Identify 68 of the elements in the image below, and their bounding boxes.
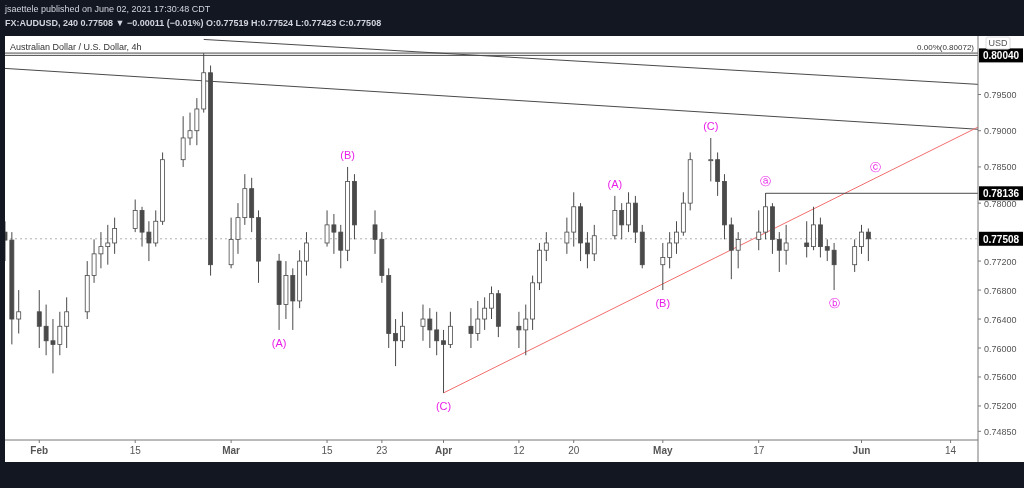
candlestick [400, 311, 405, 349]
annotation: ⓑ [828, 297, 840, 310]
y-tick-label: 0.75200 [984, 401, 1017, 412]
candlestick [489, 285, 494, 320]
chart-subtitle: FX:AUDUSD, 240 0.77508 ▼ −0.00011 (−0.01%) O:0.77519 H:0.77524 L:0.77423 C:0.77508 [5, 18, 382, 28]
candlestick [585, 231, 590, 269]
annotation: (C) [435, 399, 452, 412]
candlestick [543, 231, 549, 262]
annotation: (C) [703, 119, 719, 132]
y-axis-title: USD [988, 38, 1008, 48]
x-tick-label: May [653, 445, 673, 456]
candlestick [441, 329, 446, 394]
x-tick-label: 15 [321, 445, 334, 456]
annotation: (A) [271, 336, 287, 349]
x-tick-label: 20 [568, 445, 580, 456]
candlestick [708, 137, 714, 182]
text: Australian Dollar / U.S. Dollar, 4h [10, 42, 142, 52]
candlestick [482, 296, 488, 331]
annotation: ⓒ [869, 160, 881, 173]
candlestick [804, 220, 810, 258]
ref-line-label: 0.00%(0.80072) [917, 43, 975, 53]
candlestick [112, 217, 118, 255]
candlestick [447, 311, 453, 349]
y-tick-label: 0.78500 [984, 162, 1017, 173]
x-tick-label: Mar [222, 445, 241, 456]
candlestick [859, 224, 864, 255]
candlestick [818, 217, 823, 258]
x-tick-label: Feb [30, 445, 49, 456]
candlestick [756, 209, 762, 251]
x-tick-label: 15 [129, 445, 142, 456]
candlestick [591, 224, 597, 262]
candlestick [674, 220, 679, 255]
y-tick-label: 0.79000 [984, 126, 1017, 137]
x-tick-label: Apr [434, 445, 453, 456]
x-tick-label: 17 [753, 445, 765, 456]
x-tick-label: Jun [852, 445, 871, 456]
candlestick [304, 231, 309, 277]
candlestick [735, 231, 741, 269]
candlestick [393, 318, 398, 367]
y-tick-label: 0.77200 [984, 256, 1017, 267]
candlestick [811, 206, 816, 251]
x-tick-label: 14 [945, 445, 957, 456]
annotation: (B) [655, 297, 671, 310]
x-tick-label: 23 [376, 445, 388, 456]
annotation: 0.78136 [982, 188, 1020, 200]
candlestick [626, 191, 631, 233]
y-tick-label: 0.76400 [984, 314, 1017, 325]
annotation: ⓐ [760, 175, 772, 188]
x-tick-label: 12 [513, 445, 525, 456]
candlestick [715, 151, 721, 197]
candlestick [619, 202, 625, 240]
candlestick [64, 296, 70, 349]
annotation: (B) [340, 148, 355, 161]
y-tick-label: 0.76800 [984, 285, 1017, 296]
candlestick [852, 238, 858, 273]
text: jsaettele published on June 02, 2021 17:30:48 CDT [4, 4, 211, 14]
candlestick [667, 231, 673, 269]
candlestick [434, 311, 440, 356]
annotation: (A) [607, 177, 623, 190]
y-tick-label: 0.76000 [984, 343, 1017, 354]
ref-line-label: 0.77508 [982, 233, 1020, 245]
candlestick [865, 228, 871, 262]
y-tick-label: 0.74850 [984, 426, 1017, 437]
ref-line-label: 0.80040 [982, 50, 1020, 62]
y-tick-label: 0.79500 [984, 90, 1017, 100]
y-tick-label: 0.78000 [984, 198, 1017, 209]
candlestick [660, 242, 666, 291]
y-tick-label: 0.75600 [984, 372, 1017, 383]
